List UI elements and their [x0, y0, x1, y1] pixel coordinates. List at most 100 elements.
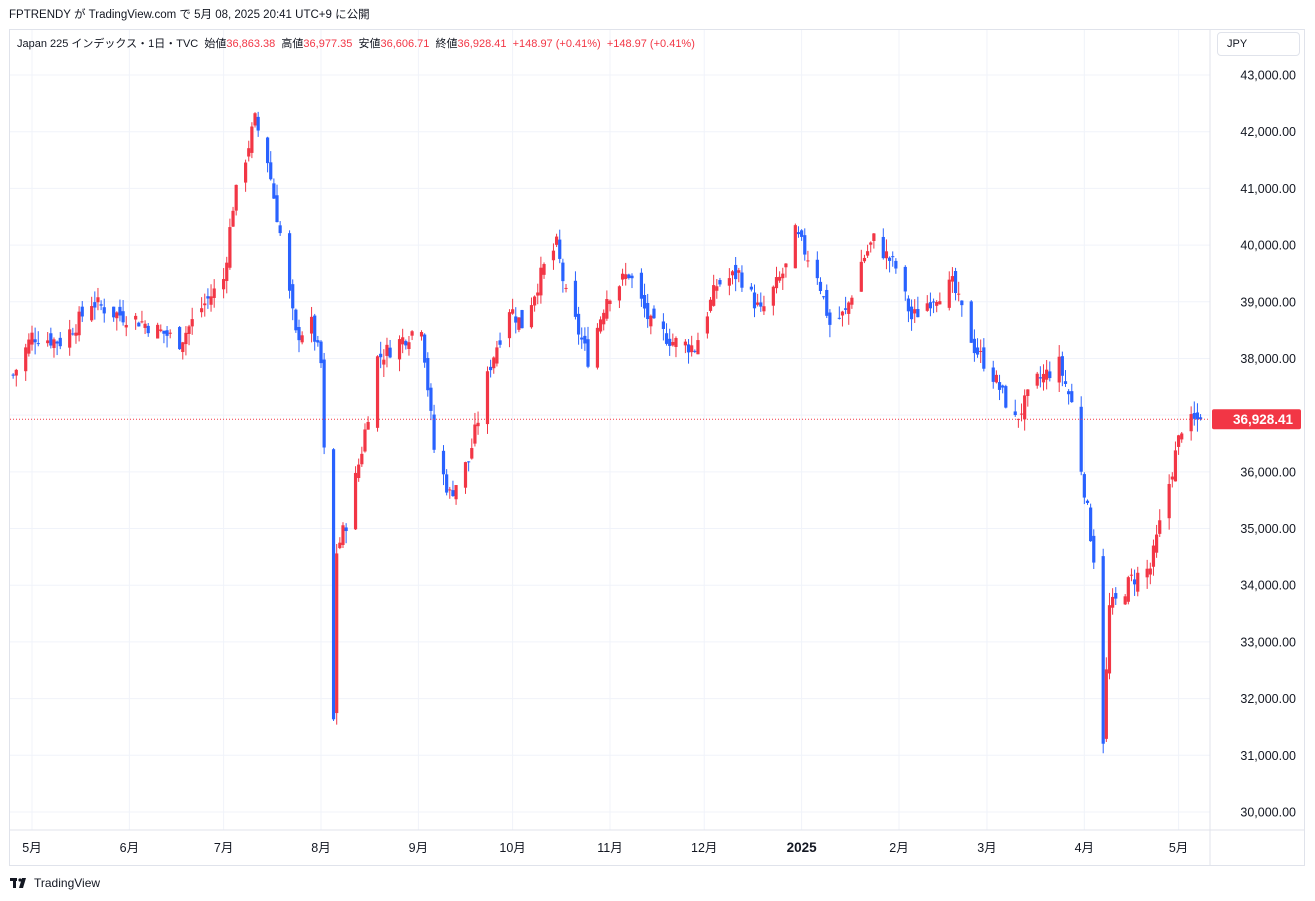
candle: [316, 335, 320, 347]
candle-body: [448, 489, 452, 491]
candle-body: [561, 262, 565, 282]
candle-body: [847, 302, 851, 314]
candle-body: [617, 286, 622, 301]
candle: [1067, 389, 1071, 405]
candle: [991, 360, 995, 389]
candle-body: [247, 148, 251, 157]
candle-body: [1070, 391, 1074, 403]
candle-body: [938, 301, 942, 305]
candle: [661, 313, 666, 341]
candle-body: [1126, 577, 1130, 602]
candle-body: [137, 322, 141, 327]
candle-body: [14, 369, 18, 376]
candle-body: [818, 281, 823, 291]
time-tick-label: 7月: [214, 841, 233, 855]
candle-body: [467, 461, 471, 463]
candle: [181, 341, 185, 360]
candle: [580, 327, 584, 349]
candle: [300, 331, 304, 345]
candle-body: [947, 279, 951, 308]
candle-body: [1038, 377, 1042, 379]
candle-body: [71, 333, 75, 335]
candle-body: [470, 448, 474, 459]
candle: [894, 258, 898, 274]
candle: [517, 317, 521, 333]
candle-body: [382, 359, 386, 365]
candle: [269, 151, 273, 181]
candle: [344, 523, 348, 544]
candle: [448, 486, 452, 499]
candle-body: [46, 340, 50, 344]
candle-body: [586, 339, 590, 367]
candle: [1035, 371, 1039, 389]
candle-body: [536, 292, 540, 296]
candle: [30, 325, 34, 351]
candle: [473, 412, 477, 447]
candle-body: [762, 306, 766, 312]
candle: [36, 331, 40, 347]
low-value: 36,606.71: [380, 38, 430, 50]
candle-body: [404, 341, 408, 346]
price-tick-label: 38,000.00: [1240, 352, 1296, 366]
candle-body: [718, 280, 722, 285]
candle: [341, 522, 345, 549]
candle-body: [1082, 474, 1086, 498]
candle: [558, 229, 562, 264]
candle-body: [134, 315, 138, 320]
candle: [256, 111, 260, 137]
candle: [771, 285, 775, 316]
candle-body: [608, 300, 612, 304]
candle-body: [771, 286, 775, 306]
candle: [118, 299, 122, 322]
grid-lines: [9, 30, 1305, 865]
candle: [865, 244, 870, 258]
candle: [1016, 418, 1020, 428]
currency-selector[interactable]: JPY: [1217, 32, 1300, 56]
candle: [649, 314, 653, 335]
candle-body: [881, 236, 885, 259]
candle: [331, 448, 336, 722]
price-tick-label: 32,000.00: [1240, 692, 1296, 706]
candle: [498, 332, 502, 348]
candle-body: [539, 267, 543, 296]
footer-brand[interactable]: TradingView: [10, 876, 100, 890]
candle: [338, 537, 342, 550]
candle-body: [1023, 395, 1027, 420]
candle-body: [564, 287, 568, 289]
candle: [33, 327, 37, 355]
candle-body: [913, 309, 917, 314]
candle: [928, 292, 933, 317]
candle-body: [1129, 574, 1134, 576]
candle: [1085, 499, 1090, 505]
candle: [778, 271, 782, 283]
candle-body: [162, 330, 166, 334]
candle: [265, 136, 270, 173]
candle-body: [96, 297, 100, 303]
candle: [410, 330, 414, 341]
candle-body: [319, 341, 323, 364]
candle-body: [928, 302, 933, 309]
candle: [253, 112, 257, 128]
candle-body: [982, 347, 986, 369]
candle: [1013, 399, 1017, 417]
candle: [190, 307, 194, 335]
candle: [46, 332, 50, 347]
candle: [529, 297, 534, 329]
candle: [683, 339, 687, 354]
candle: [1173, 441, 1178, 482]
candle: [671, 333, 675, 347]
candle: [906, 295, 911, 323]
candle-body: [99, 304, 103, 306]
chart-frame[interactable]: [9, 29, 1305, 866]
candle: [646, 293, 650, 328]
candle-body: [300, 335, 304, 343]
candle-body: [837, 317, 841, 319]
open-value: 36,863.38: [226, 38, 276, 50]
candle-body: [661, 321, 666, 329]
candle: [143, 320, 147, 335]
candle: [234, 184, 238, 216]
time-tick-label: 2月: [889, 841, 908, 855]
candle-body: [979, 350, 983, 352]
candle: [759, 292, 763, 312]
